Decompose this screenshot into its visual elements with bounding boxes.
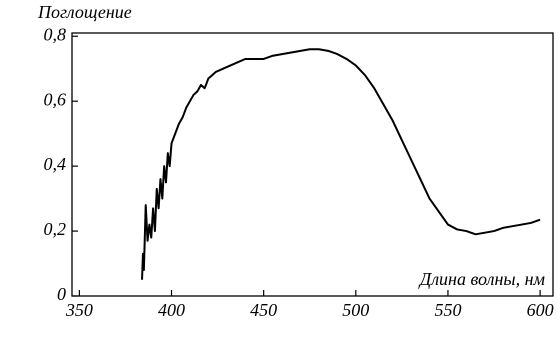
x-tick-label: 500 bbox=[342, 300, 369, 320]
spectrum-line bbox=[141, 48, 541, 280]
x-tick-label: 600 bbox=[527, 300, 554, 320]
x-axis-label: Длина волны, нм bbox=[418, 269, 546, 289]
y-axis-label: Поглощение bbox=[37, 2, 132, 22]
y-tick-label: 0 bbox=[57, 284, 66, 304]
plot-frame bbox=[71, 32, 554, 297]
y-tick-label: 0,4 bbox=[44, 154, 67, 174]
y-tick-label: 0,6 bbox=[44, 89, 67, 109]
x-tick-label: 350 bbox=[65, 300, 93, 320]
x-tick-label: 400 bbox=[158, 300, 185, 320]
x-tick-label: 450 bbox=[250, 300, 277, 320]
x-tick-label: 550 bbox=[434, 300, 461, 320]
y-tick-label: 0,8 bbox=[44, 24, 67, 44]
y-tick-label: 0,2 bbox=[44, 219, 67, 239]
